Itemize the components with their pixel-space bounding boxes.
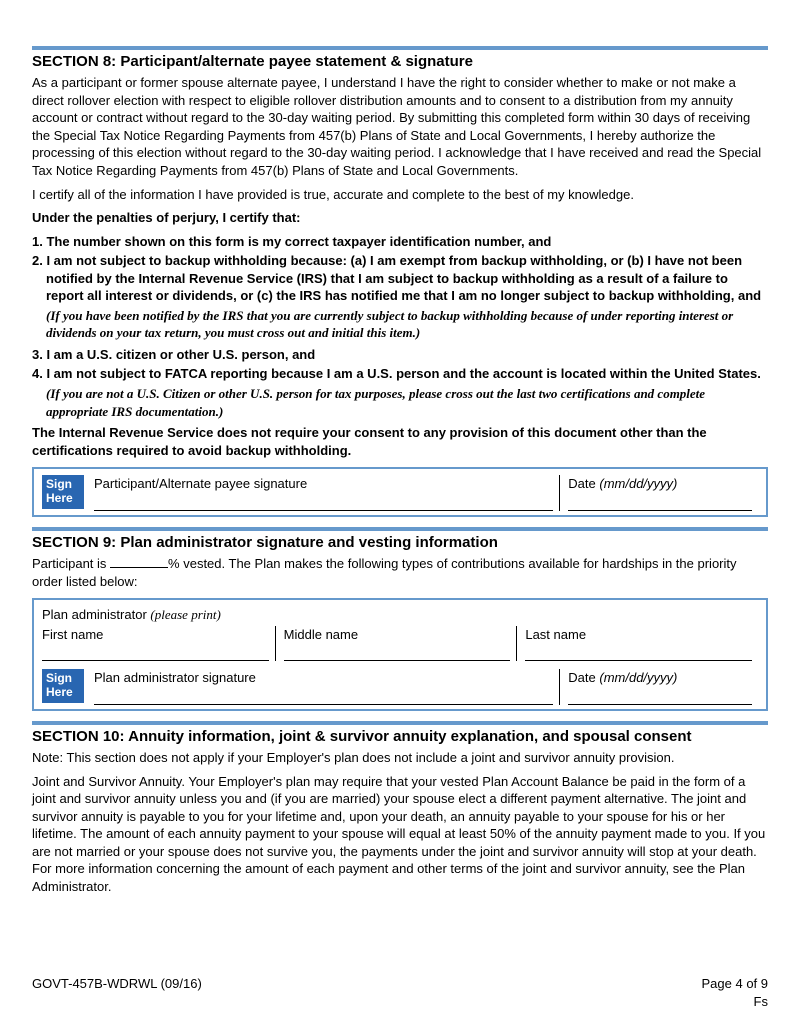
date-hint-text: (mm/dd/yyyy)	[599, 476, 677, 491]
vesting-blank[interactable]	[110, 567, 168, 568]
admin-signature-line[interactable]	[94, 689, 553, 705]
section-8-item4: 4. I am not subject to FATCA reporting b…	[32, 365, 768, 383]
page-footer: GOVT-457B-WDRWL (09/16) Page 4 of 9 Fs	[32, 975, 768, 1010]
last-name-label: Last name	[525, 626, 752, 644]
admin-date-label-text: Date	[568, 670, 595, 685]
middle-name-line[interactable]	[284, 643, 511, 661]
admin-print-label-row: Plan administrator (please print)	[42, 606, 758, 624]
last-name-line[interactable]	[525, 643, 752, 661]
footer-fs: Fs	[702, 993, 769, 1011]
section-8-rule	[32, 46, 768, 50]
middle-name-label: Middle name	[284, 626, 511, 644]
admin-print-label: Plan administrator	[42, 607, 147, 622]
section-10-para: Joint and Survivor Annuity. Your Employe…	[32, 773, 768, 896]
participant-date-label: Date (mm/dd/yyyy)	[568, 475, 752, 493]
first-name-label: First name	[42, 626, 269, 644]
admin-date-line[interactable]	[568, 689, 752, 705]
section-8-item2-note: (If you have been notified by the IRS th…	[46, 307, 768, 342]
admin-date-hint-text: (mm/dd/yyyy)	[599, 670, 677, 685]
sign-here-text-2: Sign Here	[46, 671, 73, 699]
vesting-tail: % vested. The Plan makes the following t…	[32, 556, 737, 589]
section-9-title: SECTION 9: Plan administrator signature …	[32, 533, 768, 553]
section-8-signature-box: Sign Here Participant/Alternate payee si…	[32, 467, 768, 517]
vesting-lead: Participant is	[32, 556, 110, 571]
section-8-para2: I certify all of the information I have …	[32, 186, 768, 204]
section-8-item3: 3. I am a U.S. citizen or other U.S. per…	[32, 346, 768, 364]
admin-print-hint: (please print)	[150, 607, 220, 622]
section-8-para1: As a participant or former spouse altern…	[32, 74, 768, 179]
section-9-signature-box: Plan administrator (please print) First …	[32, 598, 768, 711]
section-8-item4-note: (If you are not a U.S. Citizen or other …	[46, 385, 768, 420]
participant-signature-label: Participant/Alternate payee signature	[94, 475, 553, 493]
section-10-note: Note: This section does not apply if you…	[32, 749, 768, 767]
section-8-closing: The Internal Revenue Service does not re…	[32, 424, 768, 459]
section-8-perjury-lead: Under the penalties of perjury, I certif…	[32, 209, 768, 227]
section-10-title: SECTION 10: Annuity information, joint &…	[32, 727, 768, 747]
admin-date-label: Date (mm/dd/yyyy)	[568, 669, 752, 687]
sign-here-badge: Sign Here	[42, 475, 84, 509]
footer-page-number: Page 4 of 9	[702, 975, 769, 993]
date-label-text: Date	[568, 476, 595, 491]
sign-here-badge-2: Sign Here	[42, 669, 84, 703]
section-10-rule	[32, 721, 768, 725]
participant-date-line[interactable]	[568, 495, 752, 511]
section-8-title: SECTION 8: Participant/alternate payee s…	[32, 52, 768, 72]
section-8-item1: 1. The number shown on this form is my c…	[32, 233, 768, 251]
participant-signature-line[interactable]	[94, 495, 553, 511]
footer-form-code: GOVT-457B-WDRWL (09/16)	[32, 975, 202, 1010]
section-9-rule	[32, 527, 768, 531]
admin-signature-label: Plan administrator signature	[94, 669, 553, 687]
section-8-item2: 2. I am not subject to backup withholdin…	[32, 252, 768, 305]
sign-here-text: Sign Here	[46, 477, 73, 505]
first-name-line[interactable]	[42, 643, 269, 661]
section-9-para: Participant is % vested. The Plan makes …	[32, 555, 768, 590]
